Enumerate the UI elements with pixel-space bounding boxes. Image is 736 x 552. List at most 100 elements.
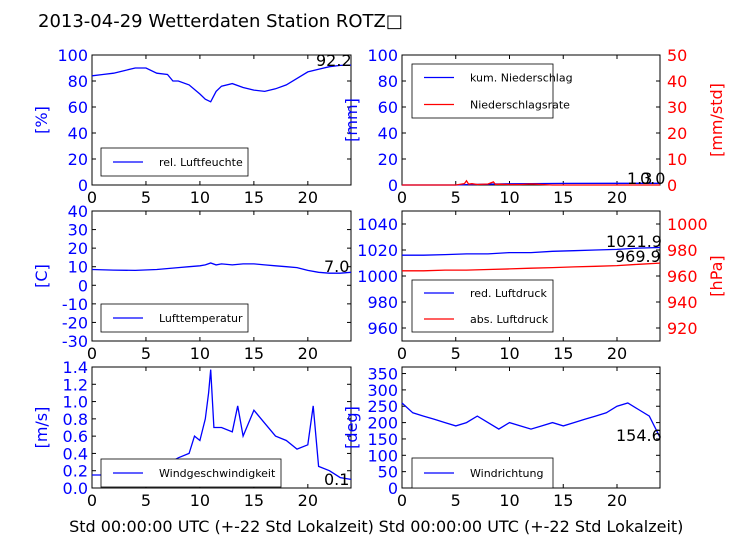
- x-tick-label: 15: [244, 188, 264, 207]
- legend-entry: Niederschlagsrate: [470, 99, 570, 112]
- value-annotation: 7.0: [324, 257, 349, 276]
- y-tick-label: 980: [367, 293, 398, 312]
- value-annotation: 0.1: [324, 470, 349, 489]
- legend-box: [100, 458, 282, 488]
- y-right-tick-label: 980: [667, 241, 698, 260]
- x-tick-label: 20: [607, 344, 627, 363]
- legend: kum. Niederschlag Niederschlagsrate: [411, 63, 573, 119]
- y-tick-label: 60: [68, 98, 88, 117]
- x-tick-label: 0: [87, 344, 97, 363]
- x-tick-label: 0: [397, 188, 407, 207]
- y-axis-label: [mm]: [342, 98, 361, 142]
- legend: Lufttemperatur: [100, 303, 249, 333]
- legend-entry: rel. Luftfeuchte: [159, 156, 243, 169]
- y-tick-label: 0.0: [63, 479, 88, 498]
- y-tick-label: -30: [62, 332, 88, 351]
- y-axis-label: [m/s]: [32, 407, 51, 449]
- y-right-tick-label: 40: [667, 72, 687, 91]
- y-axis-label: [deg]: [342, 406, 361, 449]
- series-line: [402, 246, 661, 256]
- y-tick-label: 1020: [357, 241, 398, 260]
- x-tick-label: 10: [499, 491, 519, 510]
- x-tick-label: 15: [553, 188, 573, 207]
- subplot-2: 0 5 10 15 20 0 20 40 60 80 100 0 10 20 30 40 50 [mm] [mm/s…: [342, 46, 726, 207]
- y-right-axis-label: [hPa]: [707, 255, 726, 296]
- y-tick-label: 0: [78, 176, 88, 195]
- y-tick-label: 80: [68, 72, 88, 91]
- series-line: [401, 402, 661, 438]
- x-tick-label: 0: [87, 188, 97, 207]
- x-tick-label: 15: [244, 344, 264, 363]
- y-right-tick-label: 0: [667, 176, 677, 195]
- y-tick-label: 0: [388, 479, 398, 498]
- y-tick-label: 100: [57, 46, 88, 65]
- y-right-axis-label: [mm/std]: [707, 83, 726, 157]
- y-tick-label: 0.6: [63, 427, 88, 446]
- subplot-1: 0 5 10 15 20 0 20 40 60 80 100 [%] rel. Luftfeuchte 9…: [32, 46, 352, 207]
- x-axis-label: Std 00:00:00 UTC (+-22 Std Lokalzeit): [69, 517, 374, 536]
- value-annotation-2: 0.0: [640, 169, 665, 188]
- y-right-tick-label: 920: [667, 319, 698, 338]
- y-right-tick-label: 1000: [667, 215, 708, 234]
- figure-title: 2013-04-29 Wetterdaten Station ROTZ□: [38, 11, 403, 32]
- legend-entry: Lufttemperatur: [159, 312, 243, 325]
- y-tick-label: 20: [378, 150, 398, 169]
- x-tick-label: 5: [451, 491, 461, 510]
- y-tick-label: 1.0: [63, 393, 88, 412]
- x-tick-label: 10: [499, 188, 519, 207]
- series-line: [402, 262, 661, 272]
- y-tick-label: 0.4: [63, 444, 88, 463]
- x-tick-label: 10: [190, 491, 210, 510]
- x-axis-label: Std 00:00:00 UTC (+-22 Std Lokalzeit): [379, 517, 684, 536]
- y-tick-label: 100: [367, 446, 398, 465]
- y-tick-label: 300: [367, 381, 398, 400]
- y-tick-label: 0.2: [63, 462, 88, 481]
- y-tick-label: 30: [68, 221, 88, 240]
- x-tick-label: 15: [553, 491, 573, 510]
- y-right-tick-label: 20: [667, 124, 687, 143]
- x-tick-label: 5: [141, 188, 151, 207]
- series-line: [91, 262, 352, 274]
- y-tick-label: 80: [378, 72, 398, 91]
- series-line: [91, 64, 352, 103]
- value-annotation: 92.2: [316, 51, 352, 70]
- legend-entry: kum. Niederschlag: [470, 72, 573, 85]
- y-tick-label: 50: [378, 463, 398, 482]
- legend-entry: Windgeschwindigkeit: [159, 467, 276, 480]
- x-tick-label: 0: [397, 344, 407, 363]
- y-right-tick-label: 50: [667, 46, 687, 65]
- value-annotation: 1021.9: [606, 232, 662, 251]
- y-tick-label: 960: [367, 319, 398, 338]
- legend: Windgeschwindigkeit: [100, 458, 282, 488]
- y-tick-label: 1000: [357, 267, 398, 286]
- y-tick-label: 100: [367, 46, 398, 65]
- y-tick-label: 1040: [357, 215, 398, 234]
- subplot-4: 0 5 10 15 20 960 980 1000 1020 1040 920 940 960 980 10…: [357, 210, 726, 363]
- y-tick-label: 40: [378, 124, 398, 143]
- x-tick-label: 5: [451, 344, 461, 363]
- legend-entry: red. Luftdruck: [470, 287, 547, 300]
- x-tick-label: 5: [141, 491, 151, 510]
- subplot-3: 0 5 10 15 20-30-20-10010203040[C]Lufttempera…: [32, 202, 352, 363]
- y-tick-label: 1.2: [63, 375, 88, 394]
- y-tick-label: 40: [68, 124, 88, 143]
- legend-entry: abs. Luftdruck: [470, 313, 549, 326]
- legend-box: [411, 279, 554, 333]
- y-tick-label: 20: [68, 239, 88, 258]
- subplot-5: 0 5 10 15 20 0.00.20.40.60.81.01.21.4 [m/s] Std…: [32, 358, 374, 536]
- y-tick-label: 60: [378, 98, 398, 117]
- y-tick-label: 0: [78, 276, 88, 295]
- x-tick-label: 20: [298, 188, 318, 207]
- y-tick-label: 40: [68, 202, 88, 221]
- x-tick-label: 15: [553, 344, 573, 363]
- legend-box: [411, 63, 554, 119]
- value-annotation-2: 969.9: [615, 247, 661, 266]
- value-annotation: 154.6: [616, 426, 662, 445]
- value-annotation: 1.3: [627, 169, 652, 188]
- y-tick-label: -10: [62, 295, 88, 314]
- y-right-tick-label: 960: [667, 267, 698, 286]
- y-right-tick-label: 940: [667, 293, 698, 312]
- x-tick-label: 20: [607, 188, 627, 207]
